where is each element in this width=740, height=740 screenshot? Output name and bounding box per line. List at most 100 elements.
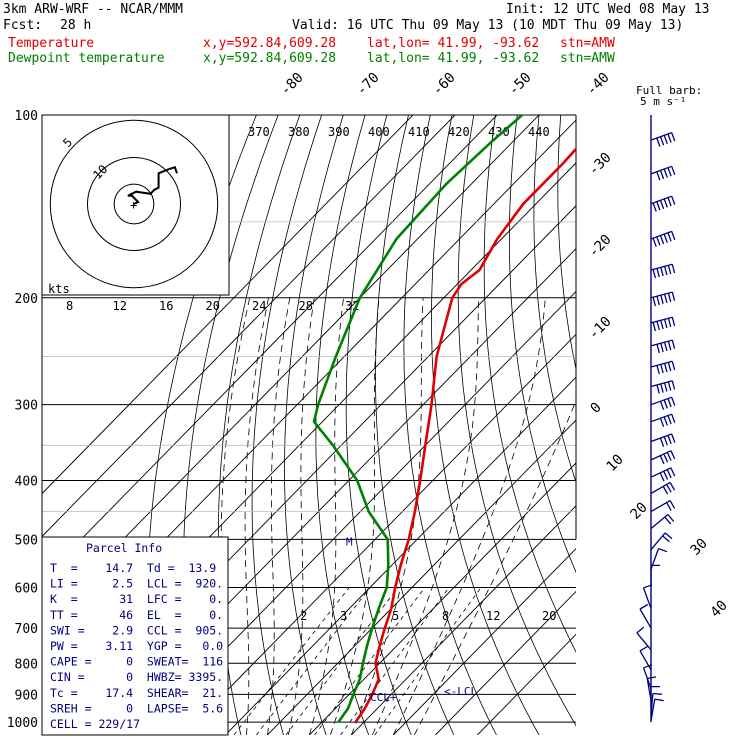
isotherm-tick-label: 40: [708, 598, 731, 621]
hodograph-ring: [87, 157, 181, 251]
moist-adiabat-line: [330, 297, 380, 735]
wind-barb: [650, 467, 676, 482]
parcel-info-row: SREH = 0 LAPSE= 5.6: [50, 701, 223, 715]
wind-barb: [650, 685, 660, 709]
moist-adiabat-line: [267, 297, 291, 735]
hodograph-speed-tick: 8: [66, 299, 73, 313]
mixing-ratio-label: 2: [300, 609, 307, 623]
dewpoint-trace: [312, 115, 524, 723]
isotherm-line: [141, 290, 576, 735]
moist-adiabat-line: [309, 297, 344, 735]
dry-adiabat-line: [533, 115, 576, 484]
isotherm-line: [42, 115, 414, 495]
parcel-info-row: SWI = 2.9 CCL = 905.: [50, 623, 223, 637]
isotherm-line: [183, 333, 576, 735]
theta-tick-label: 400: [368, 125, 390, 139]
isotherm-tick-label: 20: [628, 500, 651, 523]
wind-barb: [650, 291, 676, 307]
parcel-info-row: TT = 46 EL = 0.: [50, 608, 223, 622]
isotherm-tick-label: 10: [604, 452, 627, 475]
hodograph-ring: [113, 183, 155, 225]
parcel-info-row: K = 31 LFC = 0.: [50, 592, 223, 606]
isotherm-tick-label: -80: [278, 70, 307, 99]
moist-adiabat-line: [393, 297, 546, 735]
wind-barb: [650, 195, 676, 212]
dry-adiabat-line: [218, 115, 301, 735]
pressure-tick-label: 600: [15, 581, 38, 596]
dry-adiabat-line: [557, 115, 576, 371]
mixing-ratio-label: 3: [340, 609, 347, 623]
forecast-label: Fcst:: [3, 18, 43, 33]
isotherm-line: [42, 115, 498, 580]
isotherm-tick-label: -40: [584, 70, 613, 99]
isotherm-line: [309, 462, 576, 735]
parcel-info-row: CIN = 0 HWBZ= 3395.: [50, 670, 223, 684]
isotherm-line: [477, 633, 576, 735]
isotherm-line: [267, 419, 576, 735]
dewpoint-legend-label: Dewpoint temperature: [8, 51, 165, 66]
dry-adiabat-line: [457, 115, 576, 727]
wind-barb: [650, 165, 676, 181]
dewpoint-legend-latlon: lat,lon= 41.99, -93.62: [367, 51, 540, 66]
parcel-info-box: Parcel Info T = 14.7 Td = 13.9 LI = 2.5 LC…: [41, 536, 229, 736]
forecast-hours: 28 h: [60, 18, 92, 33]
mixing-ratio-label: 20: [542, 609, 556, 623]
dry-adiabat-line: [403, 115, 497, 735]
parcel-info-row: PW = 3.11 YGP = 0.0: [50, 639, 223, 653]
valid-time: Valid: 16 UTC Thu 09 May 13 (10 MDT Thu …: [292, 18, 684, 33]
dry-adiabat-line: [691, 115, 740, 735]
wind-barb: [650, 263, 676, 279]
dry-adiabat-line: [604, 115, 740, 735]
isotherm-line: [42, 115, 456, 538]
dry-adiabat-line: [345, 115, 412, 735]
dry-adiabat-line: [483, 115, 576, 653]
dewpoint-legend-stn: stn=AMW: [560, 51, 615, 66]
ccl-marker-label: CCL+: [370, 691, 397, 704]
hodograph-speed-tick: 12: [113, 299, 127, 313]
wind-barb: [650, 564, 660, 588]
mixing-ratio-label: 5: [392, 609, 399, 623]
hodograph-speed-tick: 28: [299, 299, 313, 313]
isotherm-tick-label: -20: [586, 232, 615, 261]
model-title: 3km ARW-WRF -- NCAR/MMM: [3, 2, 184, 17]
theta-tick-label: 440: [528, 125, 550, 139]
hodograph-ring: [49, 119, 219, 289]
hodograph-trace: [127, 165, 178, 205]
hodograph-speed-tick: 20: [206, 299, 220, 313]
hodograph-speed-tick: 24: [252, 299, 266, 313]
isotherm-tick-label: -70: [354, 70, 383, 99]
isotherm-tick-label: 30: [688, 536, 711, 559]
mixing-ratio-line: [314, 587, 426, 735]
moist-adiabat-line: [372, 297, 479, 735]
temperature-legend-latlon: lat,lon= 41.99, -93.62: [367, 36, 540, 51]
pressure-tick-label: 300: [15, 399, 38, 414]
wind-barb: [650, 698, 664, 721]
wind-barb: [639, 645, 652, 671]
temperature-trace: [354, 146, 576, 723]
temperature-legend-label: Temperature: [8, 36, 95, 51]
isotherm-line: [42, 115, 540, 623]
dry-adiabat-line: [251, 115, 322, 735]
theta-tick-label: 410: [408, 125, 430, 139]
wind-barb: [650, 396, 676, 410]
isotherm-tick-label: 0: [588, 400, 605, 417]
hodograph-units-label: kts: [48, 282, 70, 296]
temperature-legend-stn: stn=AMW: [560, 36, 615, 51]
wind-barb: [650, 316, 676, 332]
dry-adiabat-line: [648, 115, 740, 735]
isotherm-line: [435, 590, 576, 735]
moist-adiabats: [220, 297, 576, 735]
moist-adiabat-line: [351, 297, 424, 735]
lcl-marker-label: <-LCL: [444, 685, 477, 698]
hodograph-speed-tick: 16: [159, 299, 173, 313]
theta-tick-label: 420: [448, 125, 470, 139]
pressure-tick-label: 1000: [7, 716, 38, 731]
wind-barb: [650, 547, 668, 570]
wind-profile-subtitle: 5 m s⁻¹: [640, 95, 686, 108]
wind-barb: [650, 131, 676, 147]
dry-adiabat-line: [431, 115, 540, 735]
isotherm-tick-label: -50: [506, 70, 535, 99]
